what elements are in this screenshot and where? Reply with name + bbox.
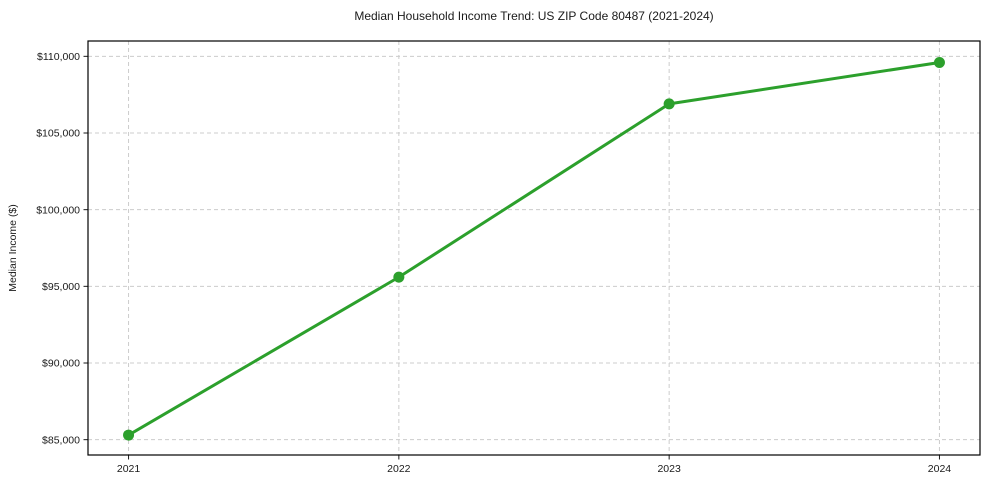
y-tick-labels: $85,000 $90,000 $95,000 $100,000 $105,000 $11…: [36, 51, 80, 446]
axis-ticks: [83, 55, 940, 460]
data-points: [123, 56, 945, 441]
x-tick-label: 2023: [657, 463, 681, 475]
y-tick-label: $90,000: [42, 358, 80, 370]
y-tick-label: $100,000: [36, 204, 80, 216]
x-tick-label: 2021: [117, 463, 141, 475]
data-point: [123, 429, 135, 441]
y-tick-label: $85,000: [42, 434, 80, 446]
y-tick-label: $110,000: [37, 51, 80, 63]
chart-title: Median Household Income Trend: US ZIP Co…: [354, 9, 713, 23]
data-point: [933, 56, 945, 68]
y-tick-label: $95,000: [42, 281, 80, 293]
data-point: [663, 98, 675, 110]
gridlines: [88, 41, 980, 455]
x-tick-label: 2022: [387, 463, 411, 475]
plot-border: [87, 40, 981, 456]
x-tick-label: 2024: [928, 463, 952, 475]
trend-line: [127, 60, 941, 437]
y-tick-label: $105,000: [36, 128, 80, 140]
data-point: [393, 271, 405, 283]
x-tick-labels: 2021 2022 2023 2024: [117, 463, 951, 475]
y-axis-label: Median Income ($): [7, 204, 19, 292]
